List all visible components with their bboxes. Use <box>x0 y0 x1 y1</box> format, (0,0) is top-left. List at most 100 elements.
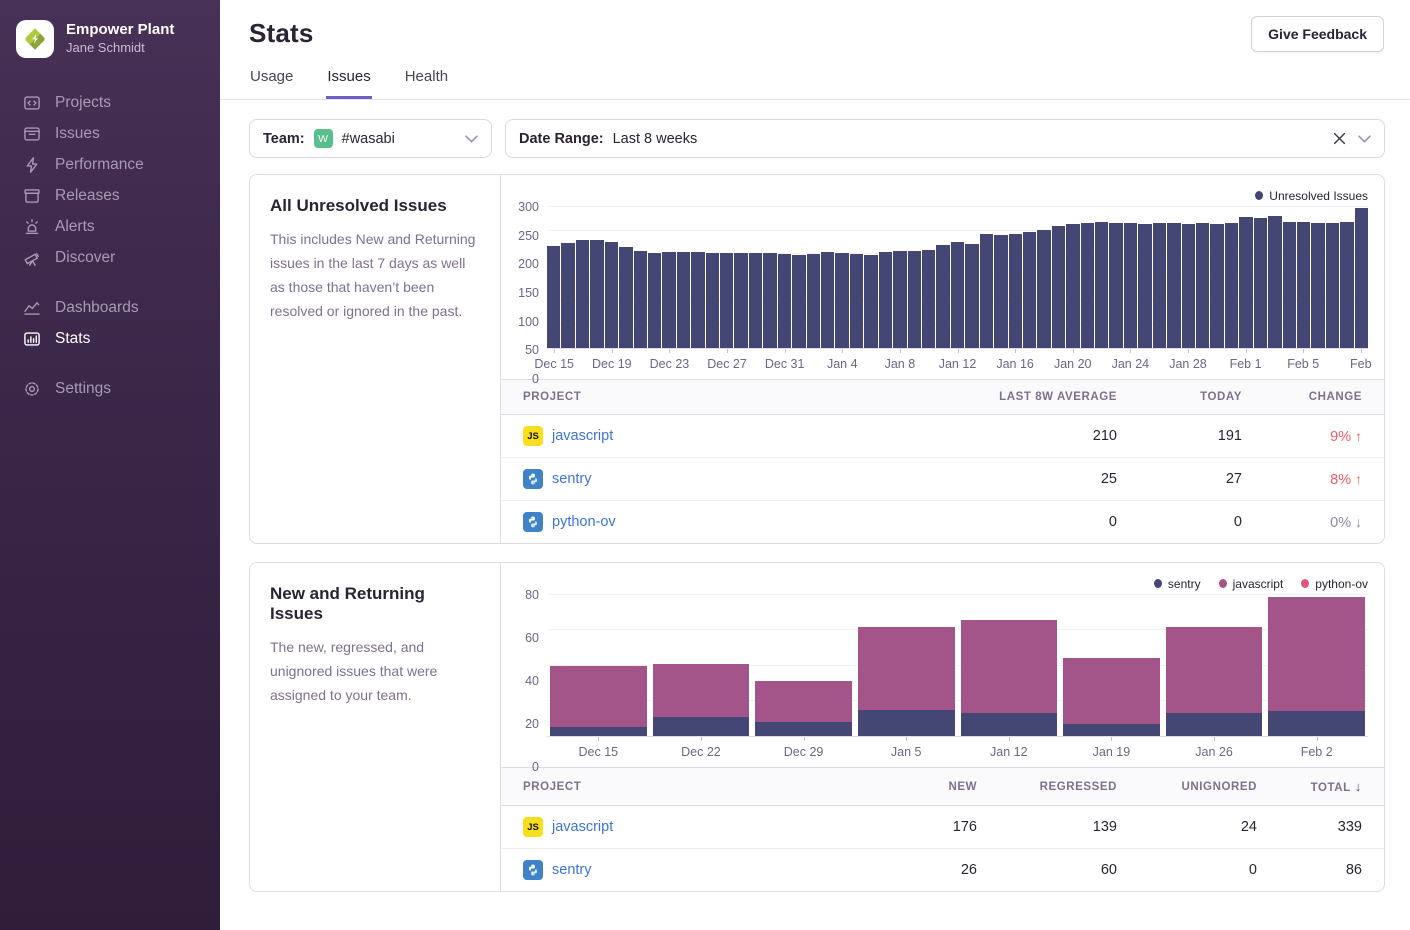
date-range-label: Date Range: <box>519 131 604 147</box>
bar <box>922 250 935 348</box>
sidebar-item-dashboards[interactable]: Dashboards <box>0 293 220 323</box>
give-feedback-button[interactable]: Give Feedback <box>1251 16 1384 52</box>
table-cell: 0 <box>1139 849 1279 892</box>
legend-item-sentry[interactable]: sentry <box>1154 577 1201 591</box>
bar <box>807 254 820 348</box>
content: Team: W #wasabi Date Range: Last 8 weeks <box>220 100 1410 930</box>
table-cell: 25 <box>939 458 1139 501</box>
legend-dot-icon <box>1154 579 1162 588</box>
table-cell: 191 <box>1139 415 1264 458</box>
bar <box>951 242 964 348</box>
tab-issues[interactable]: Issues <box>326 68 371 99</box>
bar <box>1052 226 1065 348</box>
x-axis-tick-label: Feb 2 <box>1301 745 1333 759</box>
sidebar-item-issues[interactable]: Issues <box>0 119 220 149</box>
table-cell: 176 <box>884 806 999 849</box>
page-header: Stats Give Feedback <box>220 0 1410 52</box>
bar <box>965 244 978 348</box>
sidebar-item-releases[interactable]: Releases <box>0 181 220 211</box>
sidebar-item-alerts[interactable]: Alerts <box>0 212 220 242</box>
bar <box>893 251 906 348</box>
main-area: Stats Give Feedback Usage Issues Health Te… <box>220 0 1410 930</box>
legend-label: Unresolved Issues <box>1269 189 1368 203</box>
bar-segment-sentry <box>961 713 1058 736</box>
team-select[interactable]: Team: W #wasabi <box>249 119 492 158</box>
x-axis-tick-label: Dec 22 <box>681 745 721 759</box>
clear-icon[interactable] <box>1330 129 1349 148</box>
project-link-python-ov[interactable]: python-ov <box>552 514 616 530</box>
bar <box>590 240 603 348</box>
bar <box>1023 232 1036 348</box>
bar <box>749 253 762 348</box>
table-row: JSjavascript2101919% ↑ <box>501 415 1384 458</box>
project-link-javascript[interactable]: javascript <box>552 428 613 444</box>
sidebar-item-label: Settings <box>55 380 111 398</box>
sidebar: Empower Plant Jane Schmidt Projects Issue… <box>0 0 220 930</box>
sidebar-item-settings[interactable]: Settings <box>0 374 220 404</box>
bar <box>778 254 791 348</box>
panel-chart-column: sentryjavascriptpython-ov020406080Dec 15… <box>501 563 1384 891</box>
bar <box>1066 224 1079 348</box>
tab-usage[interactable]: Usage <box>249 68 294 99</box>
project-link-sentry[interactable]: sentry <box>552 862 592 878</box>
bar-segment-javascript <box>1166 627 1263 713</box>
javascript-platform-icon: JS <box>523 426 543 446</box>
bar <box>1167 223 1180 348</box>
bar <box>1109 223 1122 348</box>
bar <box>1326 223 1339 348</box>
bar-segment-sentry <box>550 727 647 736</box>
bar-segment-javascript <box>653 664 750 717</box>
bar <box>821 252 834 348</box>
sidebar-item-label: Alerts <box>55 218 95 236</box>
table-cell: 60 <box>999 849 1139 892</box>
org-logo-icon <box>16 20 54 58</box>
bar <box>936 245 949 348</box>
table-cell: 0 <box>1139 501 1264 544</box>
y-axis-tick-label: 200 <box>518 257 539 271</box>
sidebar-item-label: Projects <box>55 94 111 112</box>
panel-new-and-returning-issues: New and Returning Issues The new, regres… <box>249 562 1385 892</box>
panel-title: All Unresolved Issues <box>270 196 480 216</box>
column-header-total[interactable]: TOTAL ↓ <box>1279 768 1384 806</box>
stats-icon <box>23 330 41 348</box>
x-axis-tick-label: Jan 28 <box>1169 357 1207 371</box>
x-axis-tick-label: Jan 16 <box>996 357 1034 371</box>
project-link-javascript[interactable]: javascript <box>552 819 613 835</box>
bar <box>1124 223 1137 348</box>
table-row: sentry25278% ↑ <box>501 458 1384 501</box>
tab-bar: Usage Issues Health <box>220 68 1410 100</box>
legend-item-python-ov[interactable]: python-ov <box>1301 577 1368 591</box>
bar <box>879 252 892 348</box>
tab-health[interactable]: Health <box>404 68 449 99</box>
org-switcher[interactable]: Empower Plant Jane Schmidt <box>0 0 220 72</box>
sidebar-item-stats[interactable]: Stats <box>0 324 220 354</box>
bar-segment-javascript <box>1063 658 1160 723</box>
column-header-today: TODAY <box>1139 380 1264 415</box>
new-returning-issues-table: PROJECTNEWREGRESSEDUNIGNOREDTOTAL ↓JSjav… <box>501 767 1384 891</box>
date-range-value: Last 8 weeks <box>613 131 698 147</box>
sidebar-item-projects[interactable]: Projects <box>0 88 220 118</box>
bar <box>1355 208 1368 348</box>
sidebar-item-discover[interactable]: Discover <box>0 243 220 273</box>
y-axis-tick-label: 250 <box>518 229 539 243</box>
sidebar-item-label: Issues <box>55 125 100 143</box>
sidebar-item-performance[interactable]: Performance <box>0 150 220 180</box>
column-header-project: PROJECT <box>501 380 939 415</box>
project-link-sentry[interactable]: sentry <box>552 471 592 487</box>
bar-segment-sentry <box>755 722 852 736</box>
table-cell: 9% ↑ <box>1264 415 1384 458</box>
table-cell: 24 <box>1139 806 1279 849</box>
y-axis-tick-label: 100 <box>518 315 539 329</box>
date-range-select[interactable]: Date Range: Last 8 weeks <box>505 119 1385 158</box>
bar-group <box>752 595 855 736</box>
sidebar-item-label: Stats <box>55 330 90 348</box>
panel-title: New and Returning Issues <box>270 584 480 624</box>
sidebar-item-label: Performance <box>55 156 144 174</box>
panel-description: This includes New and Returning issues i… <box>270 227 480 323</box>
legend-label: python-ov <box>1315 577 1368 591</box>
legend-item-javascript[interactable]: javascript <box>1219 577 1284 591</box>
x-axis-tick-label: Dec 23 <box>650 357 690 371</box>
table-cell: 86 <box>1279 849 1384 892</box>
column-header-last-8w-average: LAST 8W AVERAGE <box>939 380 1139 415</box>
legend-item-unresolved-issues[interactable]: Unresolved Issues <box>1255 189 1368 203</box>
